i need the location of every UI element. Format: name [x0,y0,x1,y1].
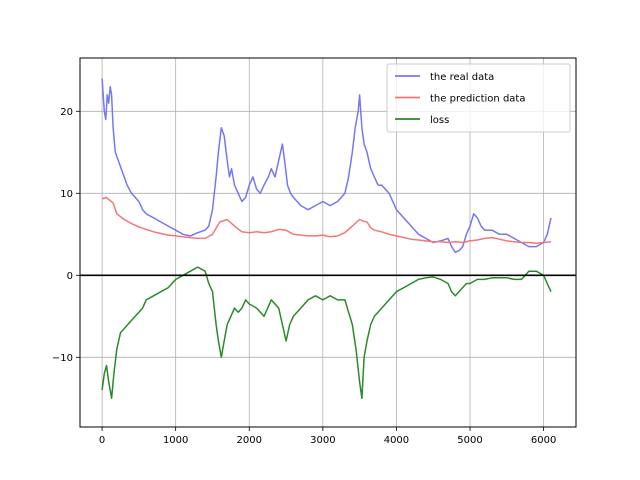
axis-ticks: 0 1000 2000 3000 4000 5000 6000 −10 0 10 20 [52,107,556,446]
x-tick-label: 2000 [237,435,262,446]
x-tick-label: 0 [99,435,105,446]
y-tick-label: 10 [60,189,73,200]
y-tick-label: −10 [52,353,73,364]
y-tick-label: 0 [67,271,73,282]
series-line-2 [101,266,552,400]
series-line-0 [101,78,552,254]
y-tick-label: 20 [60,107,73,118]
legend-label-1: the prediction data [430,94,525,105]
legend-items: the real data the prediction data loss [395,72,525,126]
legend: the real data the prediction data loss [386,63,571,133]
x-tick-label: 3000 [310,435,335,446]
x-tick-label: 6000 [531,435,556,446]
x-tick-label: 1000 [163,435,188,446]
x-tick-label: 5000 [457,435,482,446]
axes-frame [79,57,577,428]
series-line-1 [101,196,552,245]
legend-box [386,63,571,133]
x-tick-label: 4000 [384,435,409,446]
legend-label-2: loss [430,115,449,126]
legend-label-0: the real data [430,72,494,83]
series-group [101,78,552,400]
